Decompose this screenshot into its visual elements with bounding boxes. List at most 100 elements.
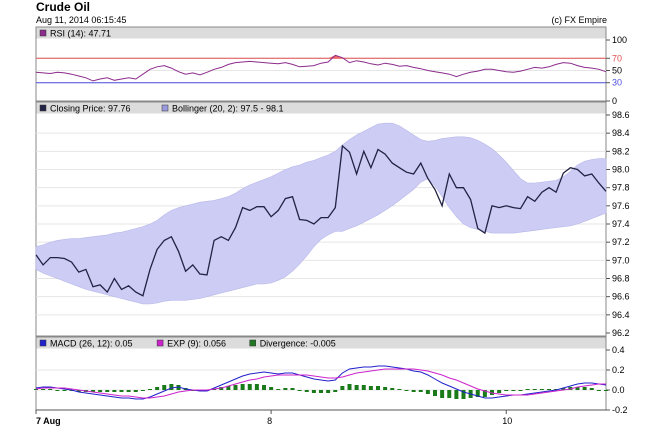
divergence-bar xyxy=(276,389,281,390)
exp-line xyxy=(35,368,606,399)
rsi-frame xyxy=(35,26,607,102)
divergence-bar xyxy=(290,388,295,390)
rsi-legend-swatch-rsi xyxy=(39,29,47,37)
divergence-bar xyxy=(326,390,331,393)
divergence-bar xyxy=(233,385,238,390)
price-ytick-label: 97.0 xyxy=(612,255,630,265)
macd-legend-label-macd: MACD (26, 12): 0.05 xyxy=(50,339,133,349)
price-ytick-label: 98.2 xyxy=(612,146,630,156)
price-ytick-label: 97.6 xyxy=(612,201,630,211)
divergence-bar xyxy=(247,384,252,390)
price-ytick-label: 96.4 xyxy=(612,310,630,320)
divergence-bar xyxy=(582,387,587,390)
macd-ytick-label: 0.0 xyxy=(612,385,625,395)
divergence-bar xyxy=(226,386,231,390)
divergence-bar xyxy=(561,388,566,390)
divergence-bar xyxy=(418,390,423,392)
divergence-bar xyxy=(119,390,124,392)
price-ytick-label: 96.2 xyxy=(612,328,630,338)
divergence-bar xyxy=(390,388,395,390)
divergence-bar xyxy=(105,390,110,392)
x-tick-label: 10 xyxy=(502,416,512,426)
divergence-bar xyxy=(254,384,259,390)
chart-timestamp: Aug 11, 2014 06:15:45 xyxy=(36,15,127,25)
price-ytick-label: 97.4 xyxy=(612,219,630,229)
price-legend-swatch-boll xyxy=(161,104,169,112)
rsi-ytick-label: 0 xyxy=(612,96,617,106)
price-ytick-label: 98.0 xyxy=(612,165,630,175)
divergence-bar xyxy=(604,390,608,391)
price-ytick-label: 98.6 xyxy=(612,110,630,120)
rsi-ytick-label: 30 xyxy=(612,78,622,88)
price-ytick-label: 97.2 xyxy=(612,237,630,247)
divergence-bar xyxy=(162,385,167,390)
divergence-bar xyxy=(240,384,245,390)
divergence-bar xyxy=(504,390,509,391)
divergence-bar xyxy=(354,385,359,390)
price-legend-bar xyxy=(36,102,606,114)
divergence-bar xyxy=(397,389,402,390)
macd-legend-swatch-div xyxy=(249,339,256,347)
divergence-bar xyxy=(148,389,152,390)
divergence-bar xyxy=(98,390,103,392)
divergence-bar xyxy=(447,390,452,398)
macd-legend-bar xyxy=(36,337,606,349)
macd-legend-swatch-exp xyxy=(156,339,164,347)
price-ytick-label: 96.8 xyxy=(612,274,630,284)
divergence-bar xyxy=(347,384,352,390)
divergence-bar xyxy=(340,386,345,390)
divergence-bar xyxy=(482,390,487,397)
chart-title: Crude Oil xyxy=(36,0,91,14)
divergence-bar xyxy=(532,389,537,390)
divergence-bar xyxy=(454,390,459,399)
divergence-bar xyxy=(126,390,131,392)
macd-ytick-label: -0.2 xyxy=(612,405,628,415)
divergence-bar xyxy=(511,390,516,391)
divergence-bar xyxy=(34,389,38,390)
rsi-ytick-label: 100 xyxy=(612,35,627,45)
divergence-bar xyxy=(140,390,145,391)
rsi-panel: 100 70 50 30 0 RSI (14): 47.71 xyxy=(35,26,627,106)
divergence-bar xyxy=(269,387,274,390)
price-ytick-label: 97.8 xyxy=(612,183,630,193)
divergence-bar xyxy=(155,387,160,390)
divergence-bar xyxy=(433,390,437,396)
divergence-bar xyxy=(539,389,544,390)
rsi-legend-label-rsi: RSI (14): 47.71 xyxy=(50,29,111,39)
divergence-bar xyxy=(262,385,266,390)
divergence-bar xyxy=(575,387,580,390)
divergence-bar xyxy=(425,390,430,394)
divergence-bar xyxy=(62,390,67,391)
rsi-ytick-label: 50 xyxy=(612,66,622,76)
divergence-bar xyxy=(376,386,380,390)
divergence-bar xyxy=(547,389,551,390)
divergence-bar xyxy=(525,389,530,390)
divergence-bar xyxy=(76,390,81,392)
price-legend-swatch-close xyxy=(39,104,47,112)
rsi-line xyxy=(35,54,607,82)
divergence-bar xyxy=(475,390,480,397)
price-ytick-label: 98.4 xyxy=(612,128,630,138)
divergence-bar xyxy=(112,390,117,392)
divergence-bar xyxy=(383,387,388,390)
rsi-ytick-label: 70 xyxy=(612,53,622,63)
divergence-bar xyxy=(333,390,338,392)
divergence-bar xyxy=(497,390,502,393)
divergence-bar xyxy=(41,389,46,390)
rsi-overbought-area xyxy=(328,55,343,59)
macd-ytick-label: 0.4 xyxy=(612,345,625,355)
x-tick-label: 7 Aug xyxy=(36,416,61,426)
divergence-bar xyxy=(368,386,373,390)
macd-ytick-label: 0.2 xyxy=(612,365,625,375)
x-tick-label: 8 xyxy=(267,416,272,426)
chart-credit: (c) FX Empire xyxy=(551,15,607,25)
divergence-bar xyxy=(404,390,409,391)
divergence-bar xyxy=(461,390,466,399)
close-price-line xyxy=(35,144,607,297)
bollinger-band xyxy=(35,122,607,305)
price-panel: 98.6 98.4 98.2 98.0 97.8 97.6 97.4 97.2 97.0 96.8… xyxy=(35,101,630,338)
divergence-bar xyxy=(283,388,288,390)
divergence-bar xyxy=(411,390,416,392)
divergence-bar xyxy=(304,390,309,392)
